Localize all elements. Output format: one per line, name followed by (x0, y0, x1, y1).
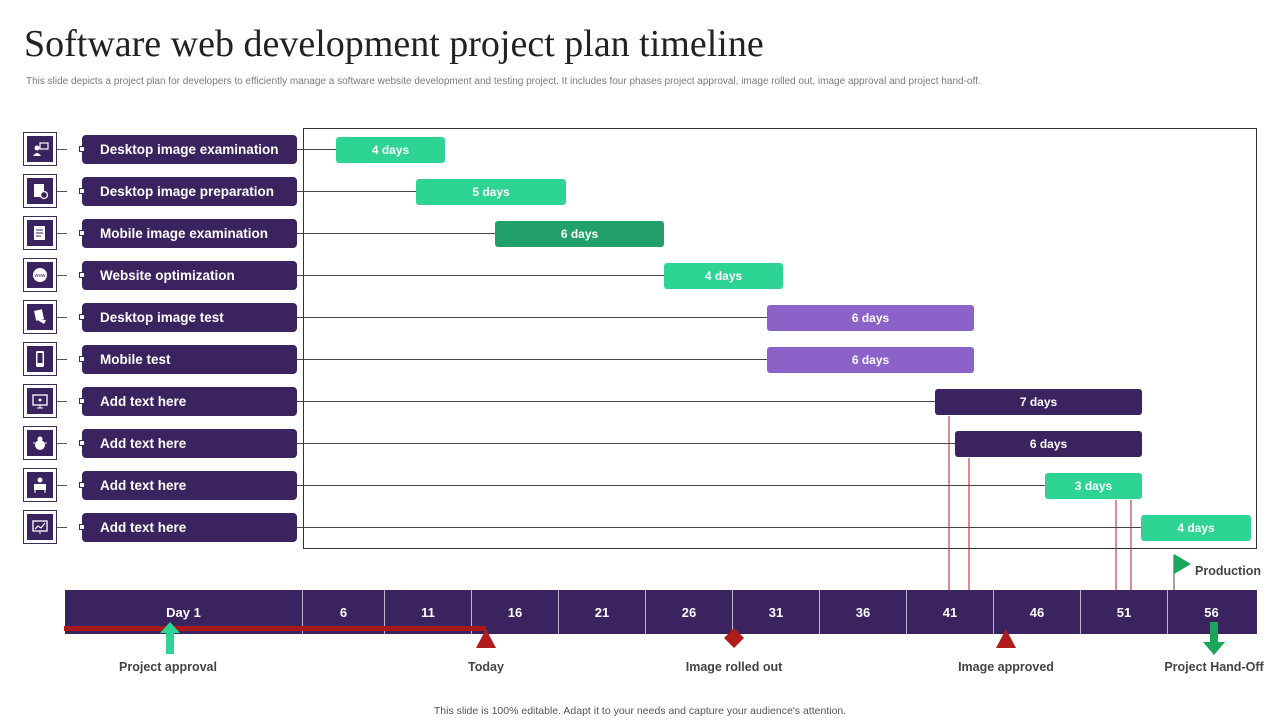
row-icon-box: www (23, 258, 57, 292)
production-label: Production (1195, 564, 1261, 578)
bug-icon (27, 430, 53, 456)
duration-bar: 6 days (767, 305, 974, 331)
task-label: Desktop image examination (79, 135, 297, 164)
connector (57, 233, 67, 234)
duration-bar: 6 days (767, 347, 974, 373)
milestone-label: Today (468, 660, 504, 674)
axis-tick-label: 16 (472, 590, 559, 634)
connector (57, 359, 67, 360)
axis-tick-label: Day 1 (65, 590, 303, 634)
row-icon-box (23, 300, 57, 334)
axis-tick-label: 11 (385, 590, 472, 634)
connector (57, 527, 67, 528)
row-icon-box (23, 132, 57, 166)
duration-bar: 5 days (416, 179, 566, 205)
page-title: Software web development project plan ti… (24, 23, 764, 65)
row-guide-line (297, 149, 336, 150)
hand-cards-icon (27, 304, 53, 330)
timeline-axis: Day 1 6 11 16 21 26 31 36 41 46 51 56 (65, 590, 1257, 634)
connector (57, 275, 67, 276)
mobile-phone-icon (27, 346, 53, 372)
row-guide-line (297, 317, 767, 318)
row-guide-line (297, 485, 1045, 486)
row-guide-line (297, 233, 495, 234)
axis-tick-label: 56 (1204, 604, 1219, 620)
svg-text:www: www (35, 273, 46, 279)
task-label: Mobile test (79, 345, 297, 374)
row-guide-line (297, 443, 955, 444)
duration-bar: 7 days (935, 389, 1142, 415)
document-gear-icon (27, 178, 53, 204)
connector (57, 317, 67, 318)
row-icon-box (23, 174, 57, 208)
axis-tick-label: 41 (907, 590, 994, 634)
milestone-label: Image approved (958, 660, 1054, 674)
duration-bar: 3 days (1045, 473, 1142, 499)
document-edit-icon (27, 220, 53, 246)
task-label: Website optimization (79, 261, 297, 290)
duration-bar: 6 days (955, 431, 1142, 457)
connector (57, 401, 67, 402)
milestone-label: Image rolled out (685, 660, 783, 674)
monitor-chart-icon (27, 514, 53, 540)
connector (57, 191, 67, 192)
axis-tick-label: 36 (820, 590, 907, 634)
user-presentation-icon (27, 136, 53, 162)
duration-bar: 6 days (495, 221, 664, 247)
axis-tick-label: 21 (559, 590, 646, 634)
connector (57, 443, 67, 444)
production-flag-icon (1174, 554, 1191, 574)
task-label: Add text here (79, 387, 297, 416)
axis-tick-label: 51 (1081, 590, 1168, 634)
row-icon-box (23, 426, 57, 460)
monitor-code-icon (27, 388, 53, 414)
row-guide-line (297, 359, 767, 360)
row-guide-line (297, 401, 935, 402)
row-guide-line (297, 275, 664, 276)
gantt-chart-frame (303, 128, 1257, 549)
milestone-label: Project Hand-Off (1164, 660, 1264, 674)
row-icon-box (23, 510, 57, 544)
www-globe-icon: www (27, 262, 53, 288)
row-guide-line (297, 191, 416, 192)
elapsed-progress-bar (64, 626, 486, 631)
task-label: Mobile image examination (79, 219, 297, 248)
task-label: Add text here (79, 471, 297, 500)
duration-bar: 4 days (336, 137, 445, 163)
milestone-label: Project approval (119, 660, 217, 674)
task-label: Add text here (79, 429, 297, 458)
page-subtitle: This slide depicts a project plan for de… (26, 76, 981, 87)
axis-tick-label: 31 (733, 590, 820, 634)
row-icon-box (23, 216, 57, 250)
connector (57, 485, 67, 486)
connector (57, 149, 67, 150)
task-label: Desktop image preparation (79, 177, 297, 206)
axis-tick-label: 26 (646, 590, 733, 634)
row-icon-box (23, 384, 57, 418)
task-label: Desktop image test (79, 303, 297, 332)
axis-tick-label: 6 (303, 590, 385, 634)
row-icon-box (23, 342, 57, 376)
developer-desk-icon (27, 472, 53, 498)
footer-note: This slide is 100% editable. Adapt it to… (433, 705, 847, 717)
row-icon-box (23, 468, 57, 502)
duration-bar: 4 days (664, 263, 783, 289)
duration-bar: 4 days (1141, 515, 1251, 541)
task-label: Add text here (79, 513, 297, 542)
row-guide-line (297, 527, 1141, 528)
axis-tick-label: 46 (994, 590, 1081, 634)
